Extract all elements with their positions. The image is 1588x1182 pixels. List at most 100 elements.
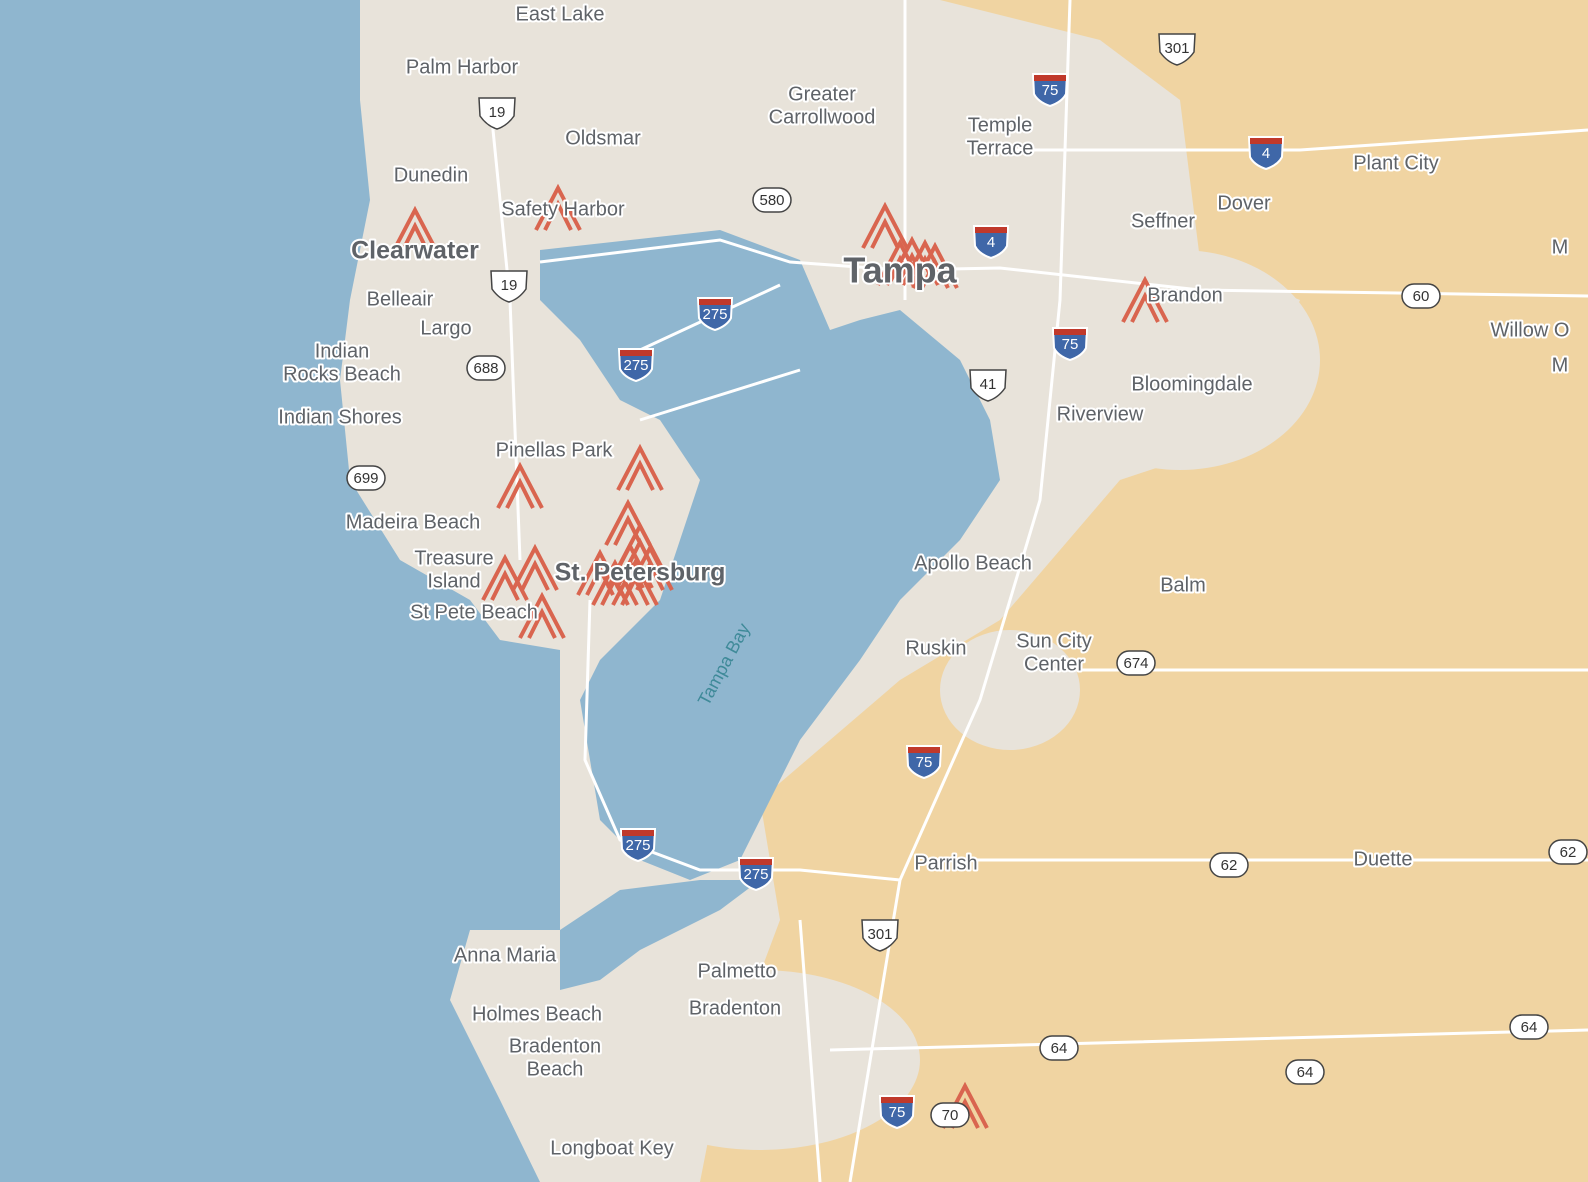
place-label: Center xyxy=(1024,653,1084,675)
place-label: Parrish xyxy=(914,852,977,874)
bay-water xyxy=(540,230,1000,880)
road-shield: 75 xyxy=(878,1095,916,1130)
road-shield: 75 xyxy=(905,745,943,780)
interstate-shield xyxy=(1051,327,1089,362)
shield-number: 70 xyxy=(942,1107,959,1124)
location-marker xyxy=(911,241,959,289)
road-shield: 275 xyxy=(617,348,655,383)
road-shield: 64 xyxy=(1039,1035,1079,1061)
shield-number: 64 xyxy=(1297,1064,1314,1081)
interstate-shield xyxy=(1031,73,1069,108)
interstate-top xyxy=(975,227,1007,233)
shield-number: 62 xyxy=(1560,844,1577,861)
us-shield xyxy=(478,97,516,130)
place-label: Bradenton xyxy=(689,997,781,1019)
road-shield: 301 xyxy=(861,919,899,952)
state-shield xyxy=(346,465,386,491)
place-label: St. Petersburg xyxy=(555,559,726,587)
place-label: M xyxy=(1552,354,1569,376)
road-shield: 674 xyxy=(1116,650,1156,676)
place-label: Indian xyxy=(315,340,370,362)
location-marker xyxy=(1121,275,1169,323)
shield-number: 64 xyxy=(1521,1019,1538,1036)
interstate-shield xyxy=(619,828,657,863)
road-shield: 301 xyxy=(1158,33,1196,66)
shield-number: 4 xyxy=(987,234,995,251)
state-shield xyxy=(1116,650,1156,676)
shield-number: 275 xyxy=(623,357,648,374)
road-shield: 41 xyxy=(969,369,1007,402)
interstate-shield xyxy=(905,745,943,780)
place-label: Temple xyxy=(968,114,1032,136)
place-label: Carrollwood xyxy=(769,106,876,128)
urban-area xyxy=(1040,250,1320,470)
interstate-shield xyxy=(972,225,1010,260)
state-shield xyxy=(930,1102,970,1128)
rural-land xyxy=(700,0,1588,1182)
place-label: Brandon xyxy=(1147,284,1223,306)
road-shield: 19 xyxy=(490,270,528,303)
state-shield xyxy=(1401,283,1441,309)
shield-number: 301 xyxy=(867,926,892,943)
road-shield: 4 xyxy=(1247,136,1285,171)
us-shield xyxy=(1158,33,1196,66)
place-label: Pinellas Park xyxy=(496,439,614,461)
location-marker xyxy=(534,183,582,231)
interstate-top xyxy=(1054,329,1086,335)
place-label: Longboat Key xyxy=(550,1137,673,1159)
markers xyxy=(391,183,1169,1129)
place-label: Riverview xyxy=(1057,403,1144,425)
place-label: Plant City xyxy=(1353,152,1439,174)
location-marker xyxy=(616,443,664,491)
urban-area xyxy=(940,630,1080,750)
road-shield: 75 xyxy=(1031,73,1069,108)
interstate-shield xyxy=(878,1095,916,1130)
place-label: Palmetto xyxy=(698,960,777,982)
place-label: Greater xyxy=(788,83,856,105)
location-marker xyxy=(391,205,439,253)
location-marker xyxy=(496,461,544,509)
interstate-top xyxy=(620,350,652,356)
state-shield xyxy=(1209,852,1249,878)
place-label: Duette xyxy=(1354,848,1413,870)
interstate-top xyxy=(1034,75,1066,81)
road-shield: 275 xyxy=(619,828,657,863)
place-label: St Pete Beach xyxy=(410,601,538,623)
state-shield xyxy=(466,355,506,381)
place-label: Belleair xyxy=(367,288,434,310)
place-label: Ruskin xyxy=(905,637,966,659)
place-label: Tampa xyxy=(843,250,957,291)
place-label: East Lake xyxy=(516,3,605,25)
place-label: Indian Shores xyxy=(278,406,401,428)
interstate-shield xyxy=(737,857,775,892)
shield-number: 62 xyxy=(1221,857,1238,874)
place-label: Apollo Beach xyxy=(914,552,1032,574)
state-shield xyxy=(1509,1014,1549,1040)
shield-number: 4 xyxy=(1262,145,1270,162)
place-label: Island xyxy=(427,570,480,592)
location-marker xyxy=(861,201,909,249)
place-label: Dunedin xyxy=(394,164,469,186)
place-label: Seffner xyxy=(1131,210,1195,232)
place-label: Safety Harbor xyxy=(501,198,625,220)
road-shield: 60 xyxy=(1401,283,1441,309)
road-shield: 64 xyxy=(1285,1059,1325,1085)
place-label: M xyxy=(1552,236,1569,258)
interstate-top xyxy=(622,830,654,836)
road-shield: 70 xyxy=(930,1102,970,1128)
road-shield: 19 xyxy=(478,97,516,130)
place-label: Dover xyxy=(1217,192,1271,214)
shield-number: 275 xyxy=(743,866,768,883)
us-shield xyxy=(969,369,1007,402)
place-label: Sun City xyxy=(1016,630,1092,652)
interstate-top xyxy=(699,299,731,305)
place-label: Beach xyxy=(527,1058,584,1080)
shield-number: 19 xyxy=(489,104,506,121)
state-shield xyxy=(1548,839,1588,865)
us-shield xyxy=(490,270,528,303)
place-label: Holmes Beach xyxy=(472,1003,602,1025)
state-shield xyxy=(752,187,792,213)
shield-number: 75 xyxy=(889,1104,906,1121)
road-shield: 275 xyxy=(696,297,734,332)
